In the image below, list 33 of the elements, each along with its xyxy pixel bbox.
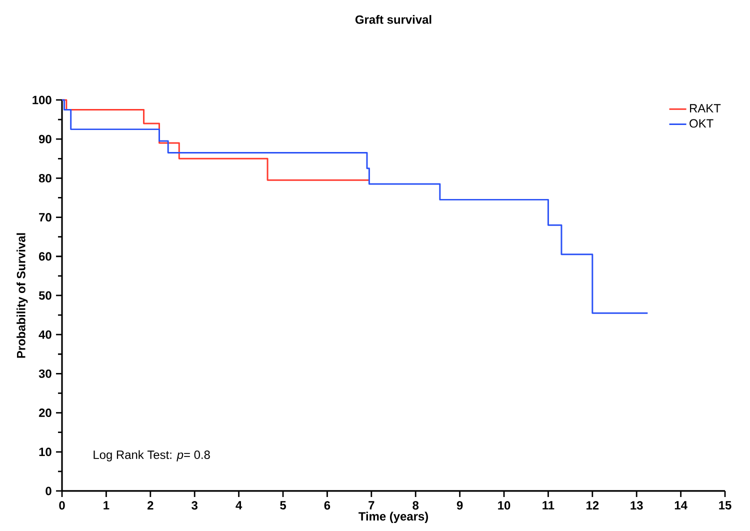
legend-label: OKT (690, 119, 714, 128)
y-tick-label: 90 (38, 134, 52, 144)
chart-title: Graft survival (355, 15, 432, 24)
x-tick-label: 9 (456, 501, 463, 510)
y-tick-label: 100 (32, 96, 52, 104)
x-tick-label: 8 (412, 501, 419, 510)
y-tick-label: 40 (38, 330, 52, 339)
x-tick-label: 13 (630, 501, 643, 510)
x-tick-label: 2 (148, 501, 154, 510)
x-tick-label: 7 (368, 501, 374, 510)
x-tick-label: 10 (498, 501, 510, 510)
y-tick-label: 0 (46, 486, 52, 496)
y-tick-label: 70 (39, 213, 52, 222)
legend-label: RAKT (690, 104, 721, 112)
annotation: Log Rank Test: p= 0.8 (94, 450, 210, 462)
y-tick-label: 10 (39, 448, 52, 456)
x-tick-label: 12 (586, 501, 599, 510)
y-tick-label: 30 (38, 369, 52, 378)
x-axis-title: Time (years) (358, 512, 428, 523)
y-tick-label: 50 (38, 291, 52, 300)
x-tick-label: 11 (542, 501, 554, 510)
x-tick-label: 15 (719, 501, 732, 510)
y-tick-label: 80 (38, 174, 52, 182)
y-tick-label: 20 (38, 408, 52, 418)
x-tick-label: 1 (104, 501, 110, 510)
x-tick-label: 0 (59, 501, 65, 510)
y-axis-title: Probability of Survival (16, 233, 28, 358)
x-tick-label: 14 (674, 501, 688, 510)
x-tick-label: 5 (280, 501, 286, 510)
x-tick-label: 4 (236, 501, 242, 510)
y-tick-label: 60 (38, 252, 52, 261)
x-tick-label: 3 (192, 501, 198, 510)
x-tick-label: 6 (324, 501, 330, 510)
